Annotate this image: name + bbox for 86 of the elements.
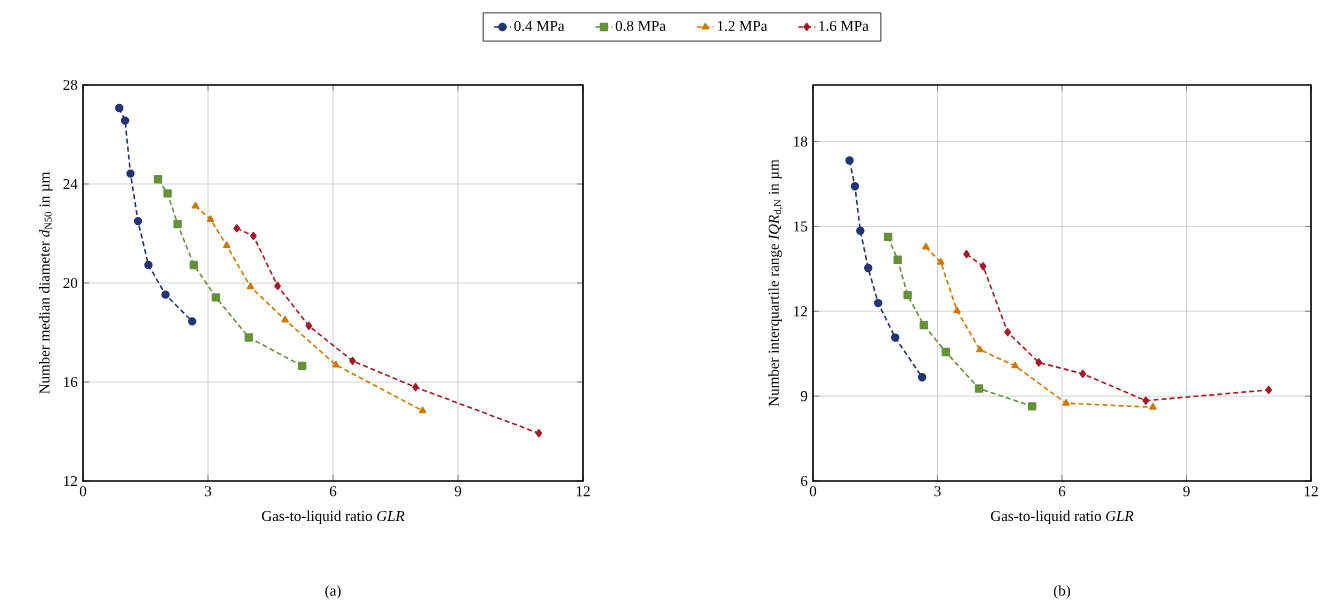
x-tick-label: 6 bbox=[1058, 486, 1066, 497]
point bbox=[890, 333, 900, 342]
point bbox=[173, 219, 182, 229]
point bbox=[919, 320, 929, 330]
point bbox=[297, 361, 307, 371]
point bbox=[1062, 399, 1070, 406]
point bbox=[206, 215, 215, 222]
point bbox=[120, 116, 130, 125]
y-tick-label: 12 bbox=[794, 306, 807, 317]
point bbox=[250, 231, 257, 241]
y-tick-label: 28 bbox=[63, 79, 78, 91]
y-tick-label: 6 bbox=[800, 475, 808, 487]
point bbox=[1265, 385, 1273, 395]
x-tick-label: 3 bbox=[934, 486, 941, 497]
point bbox=[332, 360, 340, 368]
y-tick-label: 24 bbox=[63, 179, 78, 189]
point bbox=[163, 189, 172, 198]
point bbox=[1079, 369, 1087, 378]
legend-label: 0.8 MPa bbox=[615, 20, 666, 32]
point bbox=[1027, 402, 1037, 411]
y-tick-label: 18 bbox=[794, 136, 808, 147]
x-tick-label: 3 bbox=[204, 486, 212, 497]
point bbox=[244, 333, 254, 342]
x-tick-label: 6 bbox=[329, 486, 337, 497]
x-tick-label: 0 bbox=[809, 486, 817, 497]
point bbox=[274, 281, 281, 291]
y-tick-label: 20 bbox=[63, 277, 78, 289]
point bbox=[246, 282, 255, 290]
point bbox=[535, 429, 543, 438]
y-tick-label: 15 bbox=[794, 221, 808, 232]
point bbox=[1011, 361, 1019, 369]
x-tick-label: 9 bbox=[454, 486, 462, 497]
point bbox=[349, 356, 356, 366]
point bbox=[922, 242, 930, 250]
x-tick-label: 0 bbox=[79, 486, 87, 497]
point bbox=[963, 249, 970, 259]
point bbox=[126, 169, 135, 178]
x-axis-title: Gas-to-liquid ratio GLR bbox=[261, 510, 405, 525]
point bbox=[223, 241, 231, 249]
point bbox=[1035, 358, 1043, 367]
point bbox=[917, 372, 927, 382]
point bbox=[941, 347, 951, 357]
point bbox=[1004, 328, 1011, 337]
x-tick-label: 12 bbox=[1304, 486, 1318, 497]
point bbox=[144, 260, 153, 270]
point bbox=[153, 175, 163, 184]
point bbox=[974, 384, 984, 393]
x-tick-label: 12 bbox=[576, 486, 590, 497]
legend-label: 0.4 MPa bbox=[514, 20, 565, 32]
point bbox=[893, 255, 902, 264]
point bbox=[953, 306, 961, 314]
point bbox=[189, 260, 199, 270]
point bbox=[161, 290, 170, 299]
text: (b) bbox=[1053, 585, 1071, 599]
point bbox=[883, 232, 893, 242]
point bbox=[850, 182, 860, 191]
x-tick-label: 9 bbox=[1183, 486, 1190, 497]
point bbox=[856, 226, 865, 235]
point bbox=[937, 258, 945, 265]
point bbox=[133, 216, 143, 226]
x-axis-title: Gas-to-liquid ratio GLR bbox=[990, 510, 1134, 525]
point bbox=[191, 201, 200, 209]
point bbox=[418, 406, 427, 414]
point bbox=[903, 290, 912, 300]
y-axis-title: Number median diameter d$_{N50}$ in µm bbox=[39, 171, 53, 394]
point bbox=[233, 224, 241, 233]
legend-label: 1.2 MPa bbox=[717, 20, 768, 32]
point bbox=[979, 262, 987, 271]
point bbox=[845, 156, 854, 165]
point bbox=[115, 103, 124, 113]
point bbox=[187, 317, 197, 326]
point bbox=[873, 298, 883, 308]
y-tick-label: 12 bbox=[64, 476, 77, 486]
y-axis-title: Number interquartile range IQR$_{d,N}$ in µm bbox=[768, 159, 783, 407]
y-tick-label: 16 bbox=[64, 376, 78, 388]
text: (a) bbox=[325, 585, 341, 599]
legend-label: 1.6 MPa bbox=[819, 20, 869, 32]
y-tick-label: 9 bbox=[800, 391, 808, 402]
point bbox=[976, 345, 984, 353]
point bbox=[305, 321, 313, 331]
point bbox=[412, 383, 419, 392]
point bbox=[1142, 396, 1150, 405]
point bbox=[864, 263, 873, 273]
point bbox=[281, 315, 289, 323]
point bbox=[211, 293, 221, 302]
point bbox=[1149, 402, 1157, 410]
